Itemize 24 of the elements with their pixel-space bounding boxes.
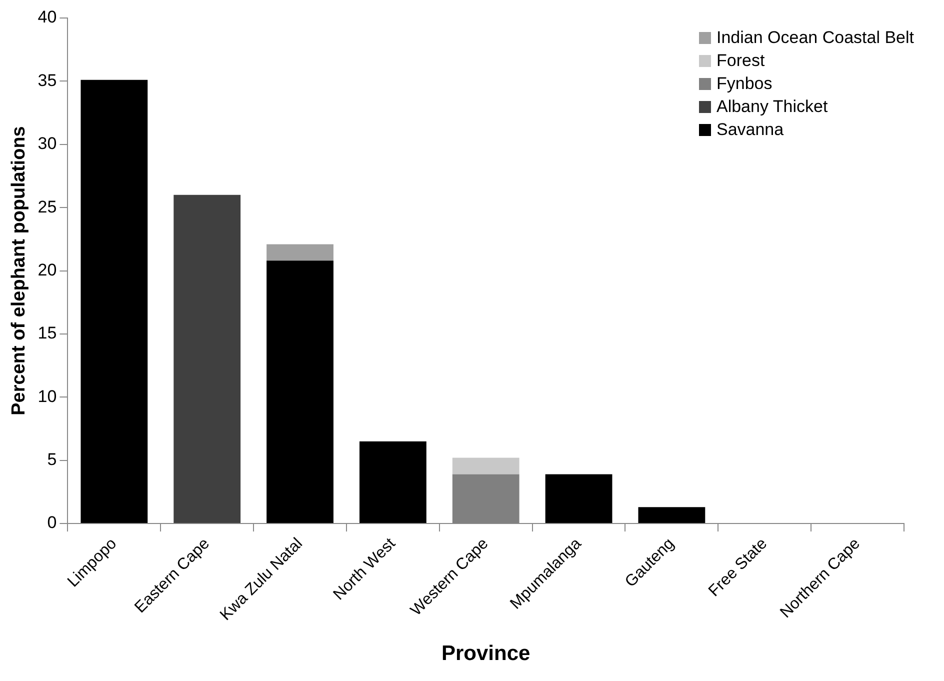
legend-label: Fynbos [716,73,772,95]
y-tick-label: 20 [38,260,57,280]
legend-label: Savanna [716,119,784,141]
y-tick-label: 40 [38,8,57,27]
legend-label: Forest [716,50,765,72]
legend-label: Albany Thicket [716,96,828,118]
bar [266,244,334,261]
bar [174,194,241,524]
bar [638,507,706,524]
y-tick-label: 5 [47,450,57,470]
y-tick-label: 25 [38,197,57,216]
y-tick-label: 35 [38,70,57,90]
bar [545,474,612,524]
bar [266,260,334,524]
legend-label: Indian Ocean Coastal Belt [716,27,914,49]
y-axis-title: Percent of elephant populations [8,126,30,416]
bar [359,441,426,524]
y-tick-label: 15 [38,324,57,343]
y-tick-label: 10 [38,386,57,406]
x-axis-title: Province [441,642,530,666]
y-tick-label: 0 [47,513,57,532]
bar [452,458,520,474]
bar [80,80,148,524]
y-tick-label: 30 [38,134,57,154]
